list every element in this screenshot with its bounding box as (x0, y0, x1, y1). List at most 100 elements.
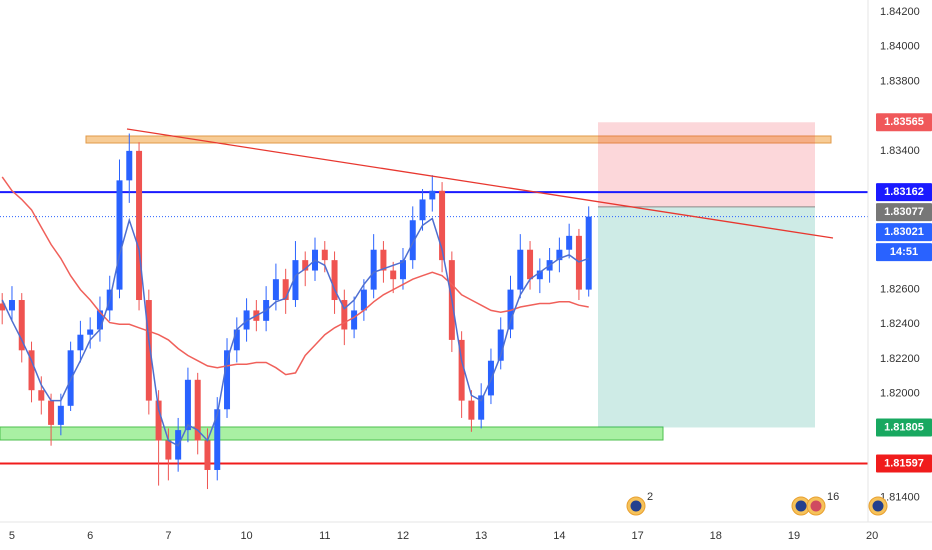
candle-body (145, 300, 152, 401)
x-tick-label: 12 (397, 530, 409, 542)
price-label-box (876, 203, 932, 222)
candle-body (341, 300, 348, 330)
candle-body (272, 279, 279, 301)
candle-body (292, 260, 299, 301)
y-tick-label: 1.83800 (880, 75, 920, 87)
y-tick-label: 1.81400 (880, 492, 920, 504)
y-tick-label: 1.84000 (880, 41, 920, 53)
support-zone (0, 426, 664, 441)
price-label-text: 1.83077 (884, 206, 924, 218)
price-label-text: 1.81805 (884, 421, 924, 433)
candle-body (282, 279, 289, 301)
candle-body (331, 260, 338, 301)
candle-body (380, 249, 387, 271)
y-tick-label: 1.82200 (880, 353, 920, 365)
price-label-box (876, 243, 932, 262)
candle-body (57, 405, 64, 425)
event-icons: 2 16 (626, 491, 888, 516)
line-price-label: 1.83162 (876, 183, 932, 202)
candle-body (18, 300, 25, 351)
last-price-label: 1.83021 (876, 223, 932, 242)
y-tick-label: 1.83400 (880, 145, 920, 157)
y-tick-label: 1.82000 (880, 388, 920, 400)
candle-body (527, 249, 534, 280)
candle-body (360, 289, 367, 311)
y-tick-label: 1.82400 (880, 318, 920, 330)
y-tick-label: 1.84200 (880, 6, 920, 18)
event-flag (872, 500, 884, 512)
x-tick-label: 6 (87, 530, 93, 542)
candle-body (429, 190, 436, 200)
candle-body (96, 310, 103, 330)
candle-body (390, 270, 397, 280)
stop-price-label: 1.83565 (876, 113, 932, 132)
x-tick-label: 5 (9, 530, 15, 542)
candle-body (224, 350, 231, 410)
candle-body (507, 289, 514, 330)
candle-body (321, 249, 328, 261)
candle-body (566, 235, 573, 250)
price-label-box (876, 113, 932, 132)
candle-body (38, 390, 45, 401)
plot-area (0, 122, 868, 490)
target-price-label: 1.81805 (876, 418, 932, 437)
price-label-text: 14:51 (890, 246, 918, 258)
price-label-text: 1.83021 (884, 226, 924, 238)
event-flag (630, 500, 642, 512)
event-count: 2 (647, 491, 653, 503)
candle-body (409, 220, 416, 261)
target-zone (598, 206, 815, 428)
x-tick-label: 20 (866, 530, 878, 542)
candle-body (165, 440, 172, 460)
candle-body (8, 300, 15, 311)
candle-body (585, 216, 592, 290)
stop-zone (598, 122, 815, 207)
candle-body (155, 400, 162, 441)
candle-body (399, 260, 406, 280)
candle-body (136, 150, 143, 301)
candle-body (204, 440, 211, 470)
moving-average (1, 176, 589, 376)
candle-body (194, 379, 201, 441)
candle-body (419, 199, 426, 221)
candle-body (243, 310, 250, 330)
x-tick-label: 13 (475, 530, 487, 542)
candle-body (87, 329, 94, 335)
y-tick-label: 1.82600 (880, 284, 920, 296)
price-label-text: 1.81597 (884, 457, 924, 469)
x-tick-label: 19 (788, 530, 800, 542)
x-tick-label: 10 (240, 530, 252, 542)
candle-body (67, 350, 74, 406)
countdown-label: 14:51 (876, 243, 932, 262)
x-tick-label: 17 (631, 530, 643, 542)
candle-body (517, 249, 524, 290)
candle-body (233, 329, 240, 351)
candle-body (439, 190, 446, 261)
event-flag (810, 500, 822, 512)
candle-body (126, 150, 133, 181)
candle-body (116, 180, 123, 290)
resistance-zone (85, 135, 832, 144)
candle-body (28, 350, 35, 391)
candle-body (497, 329, 504, 361)
candle-body (536, 270, 543, 280)
candle-body (302, 260, 309, 271)
price-label-box (876, 454, 932, 473)
candle-body (478, 395, 485, 420)
x-tick-label: 7 (165, 530, 171, 542)
x-tick-label: 14 (553, 530, 565, 542)
moving-average (1, 217, 589, 447)
candle-body (184, 379, 191, 431)
price-label-text: 1.83565 (884, 116, 924, 128)
candle-body (0, 303, 6, 311)
event-count: 16 (827, 491, 839, 503)
price-label-box (876, 223, 932, 242)
trend-line (126, 128, 834, 239)
price-label-box (876, 418, 932, 437)
candle-body (575, 235, 582, 290)
price-label-text: 1.83162 (884, 186, 924, 198)
candle-body (77, 334, 84, 351)
